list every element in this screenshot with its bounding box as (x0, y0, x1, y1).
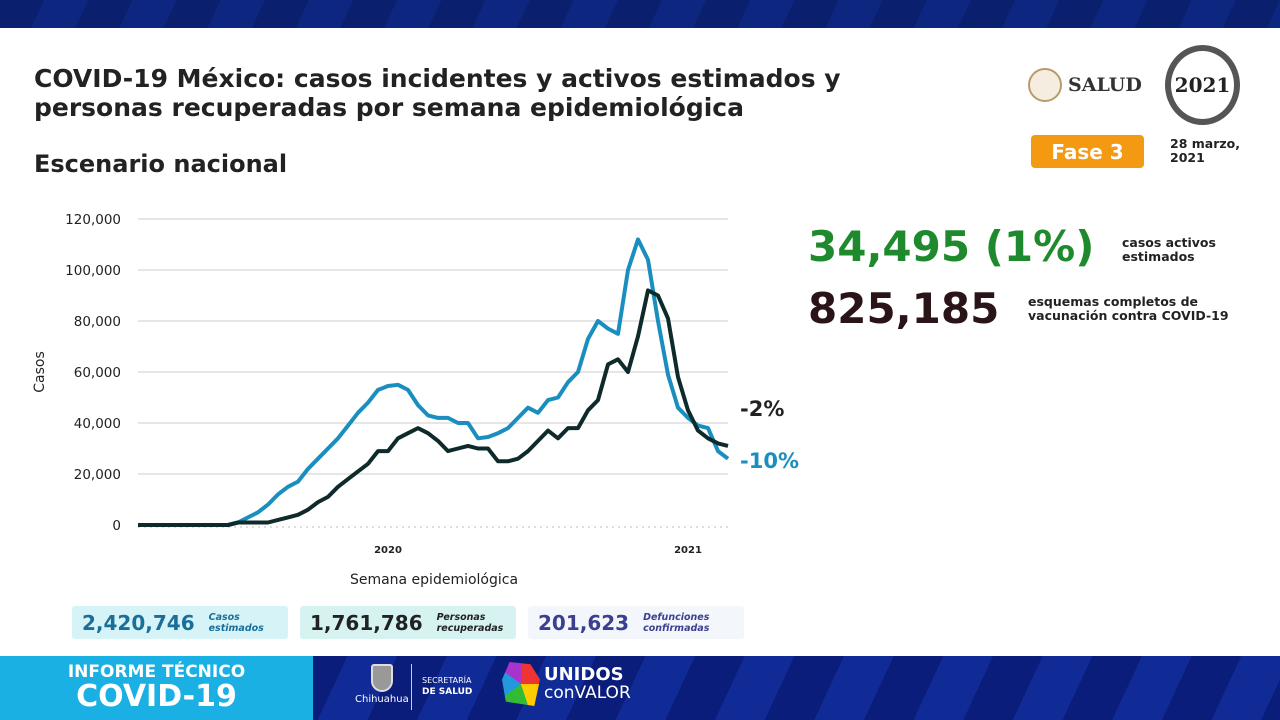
emblem-text: 2021 (1174, 73, 1231, 97)
stat-label: Casos estimados (208, 611, 264, 634)
top-bar (0, 0, 1280, 28)
cases-line-chart: 0 20,000 40,000 60,000 80,000 100,000 120,000 2… (32, 212, 799, 588)
stat-label: Personas recuperadas (436, 611, 504, 634)
report-date: 28 marzo, 2021 (1170, 136, 1240, 165)
x-tick-label: 2020 (374, 545, 402, 556)
y-tick-label: 120,000 (65, 212, 121, 228)
secretaria-line1: SECRETARÍA (422, 676, 472, 685)
stat-value: 201,623 (538, 610, 630, 635)
vaccination-label: esquemas completos de vacunación contra … (1028, 294, 1229, 323)
informe-line2: COVID-19 (76, 679, 237, 714)
chihuahua-shield-icon (370, 664, 393, 692)
footer-divider (411, 664, 412, 710)
y-tick-label: 0 (112, 518, 121, 534)
informe-line1: INFORME TÉCNICO (67, 662, 246, 682)
mexico-2021-emblem: 2021 (1165, 45, 1240, 125)
unidos-line1: UNIDOS (544, 664, 624, 685)
stat-label: Defunciones confirmadas (643, 611, 710, 634)
page-subtitle: Escenario nacional (34, 150, 288, 178)
mexico-seal-icon (1028, 68, 1062, 102)
unidos-con-valor-logo: UNIDOS conVALOR (502, 662, 631, 706)
y-tick-label: 80,000 (74, 314, 121, 330)
x-tick-label: 2021 (674, 545, 702, 556)
series-0-change-label: -10% (740, 449, 799, 473)
series-line-1 (138, 288, 729, 527)
vaccination-value: 825,185 (808, 284, 1000, 333)
salud-logo-text: SALUD (1068, 74, 1142, 96)
y-tick-label: 60,000 (74, 365, 121, 381)
unidos-line2: conVALOR (544, 683, 631, 703)
active-cases-value: 34,495 (1%) (808, 222, 1095, 271)
stat-deaths: 201,623 Defunciones confirmadas (528, 606, 744, 639)
active-cases-label: casos activos estimados (1122, 235, 1216, 264)
stat-recovered: 1,761,786 Personas recuperadas (300, 606, 516, 639)
y-tick-label: 100,000 (65, 263, 121, 279)
x-axis-label: Semana epidemiológica (350, 572, 518, 588)
chihuahua-text: Chihuahua (355, 694, 409, 705)
page-title: COVID-19 México: casos incidentes y acti… (34, 64, 841, 122)
y-tick-label: 40,000 (74, 416, 121, 432)
secretaria-line2: DE SALUD (422, 687, 473, 697)
stat-value: 1,761,786 (310, 610, 423, 635)
stat-value: 2,420,746 (82, 610, 195, 635)
chihuahua-logo: Chihuahua (355, 664, 409, 705)
salud-logo: SALUD (1028, 68, 1142, 102)
stat-estimated-cases: 2,420,746 Casos estimados (72, 606, 288, 639)
informe-tecnico-block: INFORME TÉCNICO COVID-19 (0, 656, 313, 720)
series-line-0 (138, 237, 730, 527)
chihuahua-map-icon (502, 662, 540, 706)
y-axis-label: Casos (32, 351, 48, 393)
series-1-change-label: -2% (740, 397, 784, 421)
phase-badge: Fase 3 (1031, 135, 1144, 168)
y-tick-label: 20,000 (74, 467, 121, 483)
secretaria-salud-logo: SECRETARÍA DE SALUD (422, 675, 472, 698)
